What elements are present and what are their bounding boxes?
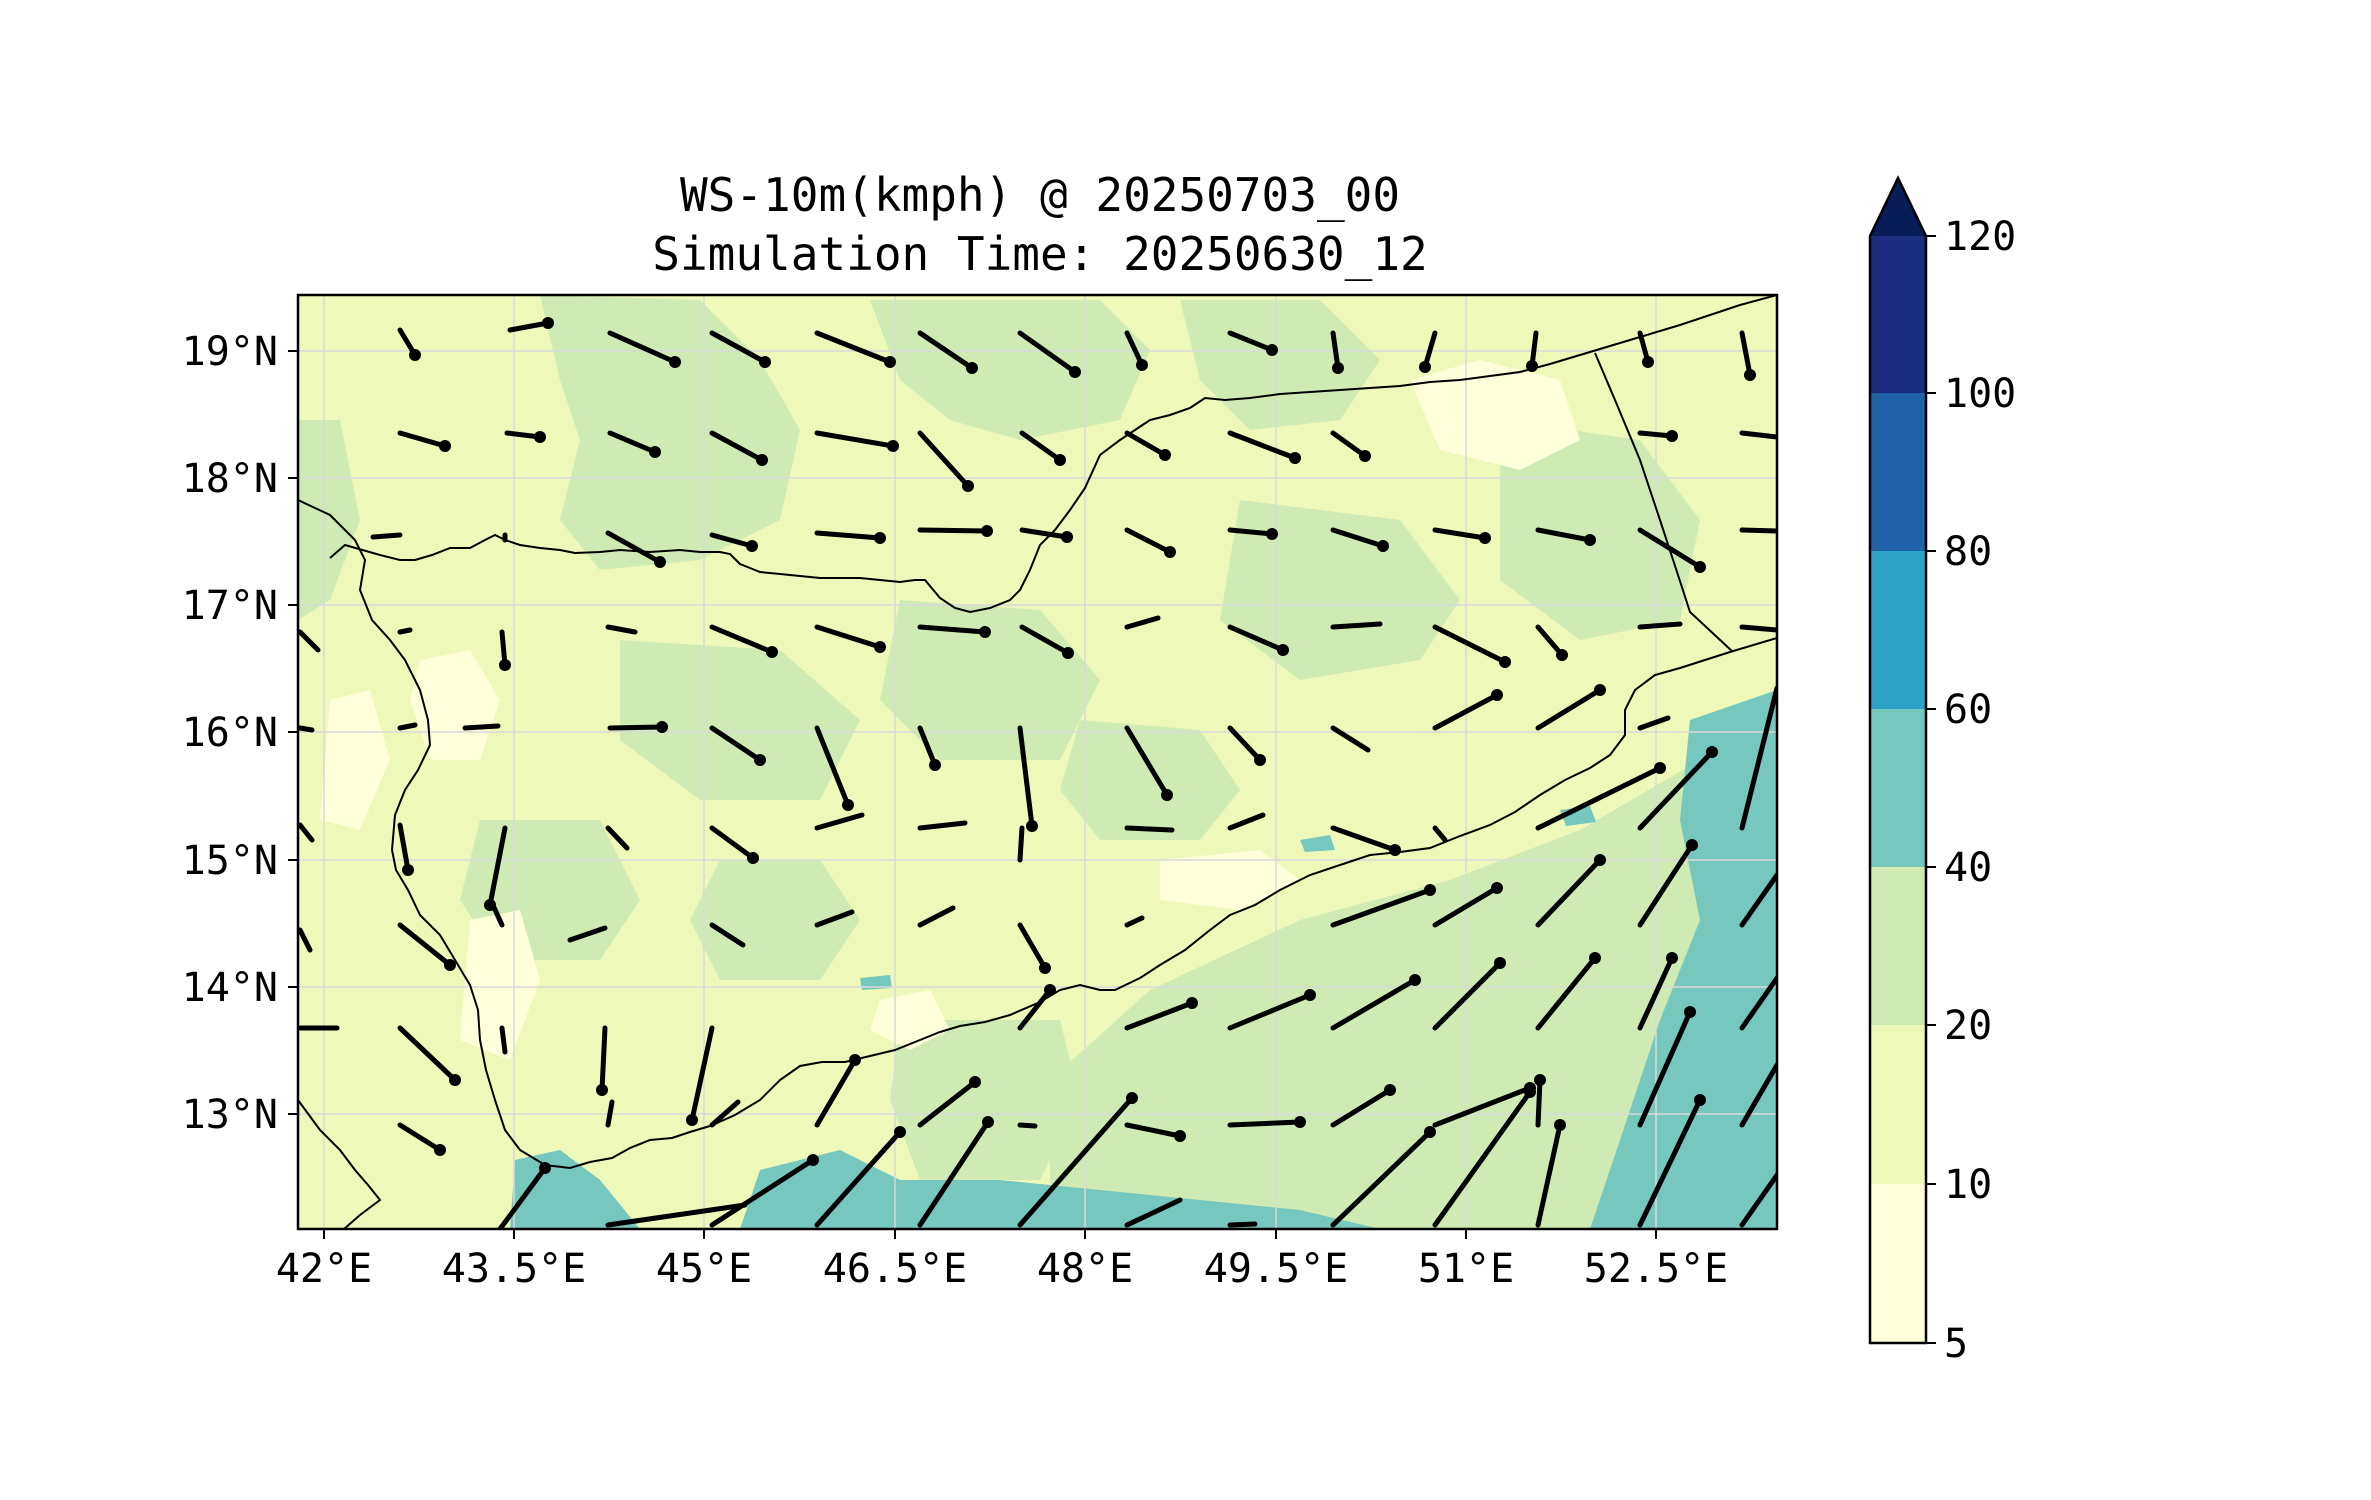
map-panel: 42°E 43.5°E 45°E 46.5°E 48°E 49.5°E 51°E…	[182, 293, 1779, 1292]
y-tick-label: 13°N	[182, 1092, 278, 1138]
colorbar-tick-marks	[1926, 235, 1936, 1344]
colorbar-tick-label: 100	[1944, 371, 2016, 417]
x-tick-label: 45°E	[656, 1246, 752, 1292]
x-tick-label: 43.5°E	[442, 1246, 587, 1292]
colorbar-segment-5-10	[1870, 1184, 1926, 1343]
y-tick-marks	[288, 350, 298, 1115]
x-tick-label: 49.5°E	[1204, 1246, 1349, 1292]
colorbar-extend-arrow	[1870, 178, 1926, 236]
colorbar-tick-label: 40	[1944, 845, 1992, 891]
map-frame	[296, 293, 1779, 1231]
coastlines-borders	[298, 295, 1777, 1229]
x-tick-labels: 42°E 43.5°E 45°E 46.5°E 48°E 49.5°E 51°E…	[276, 1246, 1728, 1292]
colorbar-tick-label: 10	[1944, 1162, 1992, 1208]
colorbar-tick-label: 60	[1944, 687, 1992, 733]
y-tick-label: 18°N	[182, 456, 278, 502]
x-tick-marks	[323, 1229, 1657, 1239]
colorbar-segment-60-80	[1870, 551, 1926, 709]
colorbar-segment-20-40	[1870, 867, 1926, 1025]
x-tick-label: 52.5°E	[1584, 1246, 1729, 1292]
y-tick-label: 17°N	[182, 583, 278, 629]
y-tick-label: 16°N	[182, 710, 278, 756]
colorbar-tick-labels: 5 10 20 40 60 80 100 120	[1944, 214, 2016, 1367]
colorbar-tick-label: 80	[1944, 529, 1992, 575]
x-tick-label: 51°E	[1418, 1246, 1514, 1292]
x-tick-label: 48°E	[1037, 1246, 1133, 1292]
colorbar-segment-40-60	[1870, 709, 1926, 867]
colorbar-outline	[1868, 175, 1928, 1345]
colorbar-tick-label: 20	[1944, 1003, 1992, 1049]
colorbar-segment-100-120	[1870, 236, 1926, 393]
colorbar-segment-10-20	[1870, 1025, 1926, 1184]
wind-vector-heads	[402, 317, 1756, 1174]
title-line-1: WS-10m(kmph) @ 20250703_00	[679, 168, 1401, 222]
x-tick-label: 46.5°E	[823, 1246, 968, 1292]
colorbar: 5 10 20 40 60 80 100 120	[1868, 175, 2016, 1367]
colorbar-tick-label: 5	[1944, 1321, 1968, 1367]
title-line-2: Simulation Time: 20250630_12	[652, 227, 1428, 281]
y-tick-label: 19°N	[182, 329, 278, 375]
colorbar-tick-label: 120	[1944, 214, 2016, 260]
y-tick-label: 14°N	[182, 965, 278, 1011]
wind-speed-contours-5-10	[320, 360, 1580, 1060]
colorbar-segment-80-100	[1870, 393, 1926, 551]
figure-title: WS-10m(kmph) @ 20250703_00 Simulation Ti…	[300, 166, 1780, 284]
wind-vectors	[298, 320, 1777, 1229]
x-tick-label: 42°E	[276, 1246, 372, 1292]
y-tick-label: 15°N	[182, 838, 278, 884]
map-gridlines	[298, 295, 1777, 1229]
y-tick-labels: 19°N 18°N 17°N 16°N 15°N 14°N 13°N	[182, 329, 278, 1138]
